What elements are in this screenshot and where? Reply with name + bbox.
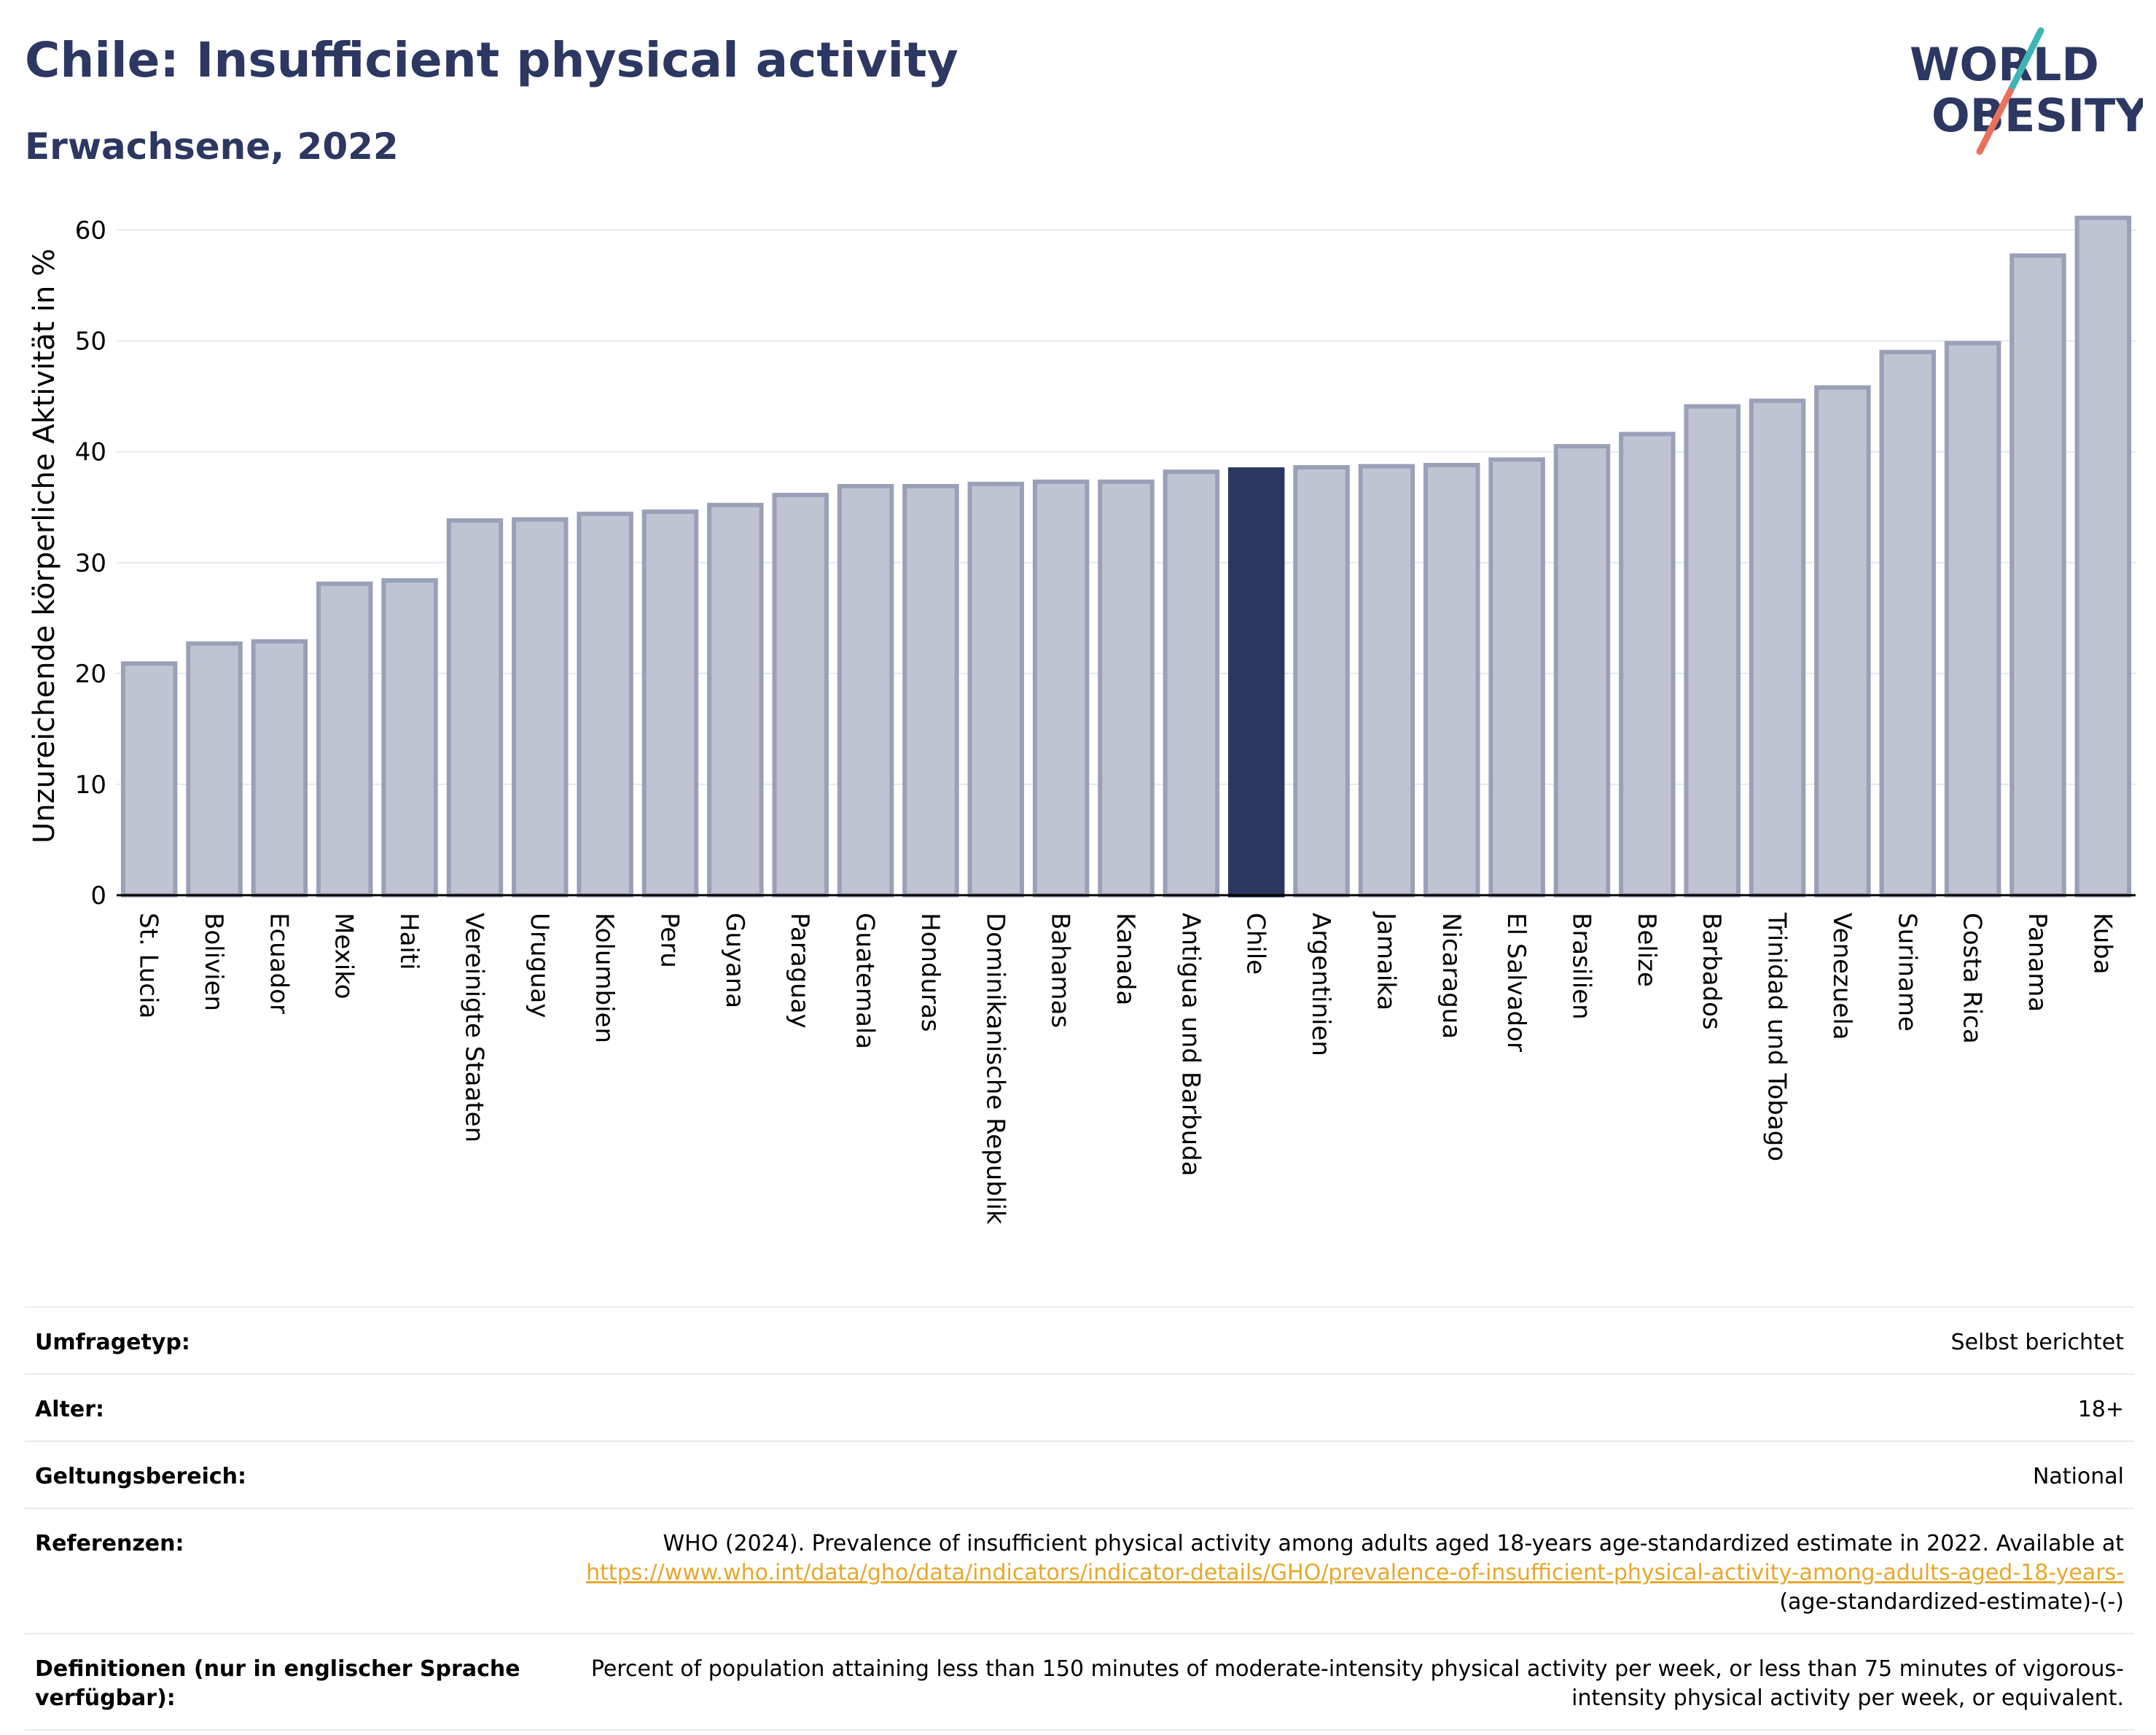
bar-chile bbox=[1227, 467, 1285, 898]
x-tick-label: Brasilien bbox=[1566, 913, 1595, 1020]
world-obesity-logo: WORLD OBESITY bbox=[1910, 27, 2143, 155]
bar-nicaragua bbox=[1423, 462, 1480, 897]
bar-mexiko bbox=[316, 581, 373, 897]
x-tick-label: Uruguay bbox=[525, 913, 554, 1018]
x-tick-label: Haiti bbox=[394, 913, 423, 970]
meta-row-age: Alter: 18+ bbox=[25, 1375, 2134, 1442]
meta-label: Alter: bbox=[35, 1397, 104, 1422]
chart-title: Chile: Insufficient physical activity bbox=[25, 32, 958, 88]
y-tick-label: 30 bbox=[75, 549, 106, 578]
x-tick-label: Venezuela bbox=[1827, 913, 1856, 1040]
bar-suriname bbox=[1879, 349, 1936, 897]
x-tick-label: Kolumbien bbox=[590, 913, 619, 1043]
bar-kuba bbox=[2074, 215, 2132, 897]
x-tick-label: Belize bbox=[1632, 913, 1661, 987]
bar-costa-rica bbox=[1944, 340, 2001, 897]
meta-label: Geltungsbereich: bbox=[35, 1464, 247, 1489]
x-tick-label: Barbados bbox=[1697, 913, 1726, 1030]
bar-bolivien bbox=[186, 641, 243, 897]
meta-value: Percent of population attaining less tha… bbox=[590, 1656, 2124, 1711]
bar-st-lucia bbox=[120, 661, 178, 898]
x-tick-label: Bolivien bbox=[199, 913, 228, 1011]
x-tick-label: Guyana bbox=[720, 913, 749, 1008]
reference-suffix: (age-standardized-estimate)-(-) bbox=[1779, 1589, 2124, 1615]
x-tick-label: Kuba bbox=[2087, 913, 2117, 975]
x-tick-label: Dominikanische Republik bbox=[980, 913, 1009, 1225]
bar-el-salvador bbox=[1488, 457, 1545, 897]
x-tick-label: Trinidad und Tobago bbox=[1762, 912, 1792, 1161]
meta-value: National bbox=[2032, 1464, 2124, 1489]
x-tick-label: Bahamas bbox=[1046, 913, 1075, 1028]
meta-row-definitions: Definitionen (nur in englischer Sprache … bbox=[25, 1634, 2134, 1731]
x-tick-label: Paraguay bbox=[785, 913, 814, 1029]
meta-value: 18+ bbox=[2077, 1397, 2124, 1422]
x-tick-label: Chile bbox=[1241, 913, 1270, 975]
x-tick-label: Ecuador bbox=[264, 913, 293, 1014]
bar-haiti bbox=[381, 578, 438, 898]
meta-row-scope: Geltungsbereich: National bbox=[25, 1442, 2134, 1509]
y-tick-label: 50 bbox=[75, 327, 106, 356]
logo-slash-teal bbox=[2007, 27, 2044, 95]
bar-jamaika bbox=[1358, 464, 1415, 897]
logo-slash-coral bbox=[1976, 87, 2014, 155]
bar-paraguay bbox=[772, 493, 829, 897]
reference-link[interactable]: https://www.who.int/data/gho/data/indica… bbox=[586, 1560, 2124, 1586]
meta-label: Umfragetyp: bbox=[35, 1330, 190, 1355]
reference-text: WHO (2024). Prevalence of insufficient p… bbox=[663, 1531, 2124, 1556]
meta-row-references: Referenzen: WHO (2024). Prevalence of in… bbox=[25, 1509, 2134, 1634]
meta-label: Referenzen: bbox=[35, 1531, 184, 1556]
bar-antigua-und-barbuda bbox=[1163, 469, 1220, 898]
meta-value-references: WHO (2024). Prevalence of insufficient p… bbox=[560, 1529, 2134, 1617]
x-tick-label: Mexiko bbox=[329, 913, 359, 999]
meta-row-survey-type: Umfragetyp: Selbst berichtet bbox=[25, 1308, 2134, 1375]
x-tick-label: Guatemala bbox=[851, 913, 880, 1049]
chart-subtitle: Erwachsene, 2022 bbox=[25, 125, 399, 168]
bar-bahamas bbox=[1032, 479, 1090, 897]
bar-kanada bbox=[1098, 479, 1155, 897]
bar-belize bbox=[1619, 432, 1676, 897]
bar-ecuador bbox=[251, 639, 308, 897]
x-tick-label: Honduras bbox=[915, 913, 945, 1032]
x-tick-label: Antigua und Barbuda bbox=[1176, 913, 1205, 1177]
bar-brasilien bbox=[1553, 444, 1611, 897]
meta-label: Definitionen (nur in englischer Sprache … bbox=[35, 1656, 520, 1711]
x-tick-label: Nicaragua bbox=[1437, 913, 1466, 1039]
x-tick-label: Peru bbox=[655, 913, 684, 968]
bar-kolumbien bbox=[577, 511, 633, 897]
bar-panama bbox=[2009, 253, 2066, 898]
meta-value: Selbst berichtet bbox=[1950, 1330, 2124, 1355]
y-axis-label: Unzureichende körperliche Aktivität in % bbox=[28, 249, 61, 843]
bar-chart: 0 10 20 30 40 50 60 St. Lucia Bolivien Ecuador Mex… bbox=[28, 215, 2136, 1225]
bar-honduras bbox=[902, 483, 959, 897]
x-tick-label: St. Lucia bbox=[134, 913, 163, 1018]
bar-dominikanische-republik bbox=[967, 481, 1025, 898]
y-tick-label: 20 bbox=[75, 660, 106, 689]
bar-peru bbox=[641, 509, 699, 898]
bar-barbados bbox=[1684, 404, 1741, 897]
bar-trinidad-und-tobago bbox=[1749, 398, 1806, 897]
y-tick-label: 60 bbox=[75, 217, 106, 246]
x-tick-label: Panama bbox=[2023, 913, 2052, 1012]
bar-vereinigte-staaten bbox=[446, 518, 504, 897]
x-tick-label: Vereinigte Staaten bbox=[459, 913, 488, 1142]
metadata-table: Umfragetyp: Selbst berichtet Alter: 18+ … bbox=[25, 1306, 2134, 1731]
x-tick-label: Kanada bbox=[1111, 913, 1140, 1005]
x-tick-label: El Salvador bbox=[1501, 913, 1531, 1052]
bar-guyana bbox=[707, 502, 764, 897]
y-tick-label: 10 bbox=[75, 771, 106, 800]
y-tick-label: 40 bbox=[75, 438, 106, 467]
bar-argentinien bbox=[1293, 465, 1350, 897]
bar-uruguay bbox=[512, 517, 569, 897]
x-tick-label: Suriname bbox=[1892, 913, 1921, 1032]
bar-venezuela bbox=[1814, 385, 1871, 897]
y-tick-label: 0 bbox=[90, 881, 106, 911]
bar-guatemala bbox=[837, 483, 894, 897]
x-tick-label: Jamaika bbox=[1371, 911, 1400, 1010]
x-tick-label: Costa Rica bbox=[1958, 913, 1987, 1044]
x-tick-label: Argentinien bbox=[1306, 913, 1335, 1056]
logo-line-world: WORLD bbox=[1910, 38, 2099, 91]
logo-line-obesity: OBESITY bbox=[1932, 89, 2143, 142]
